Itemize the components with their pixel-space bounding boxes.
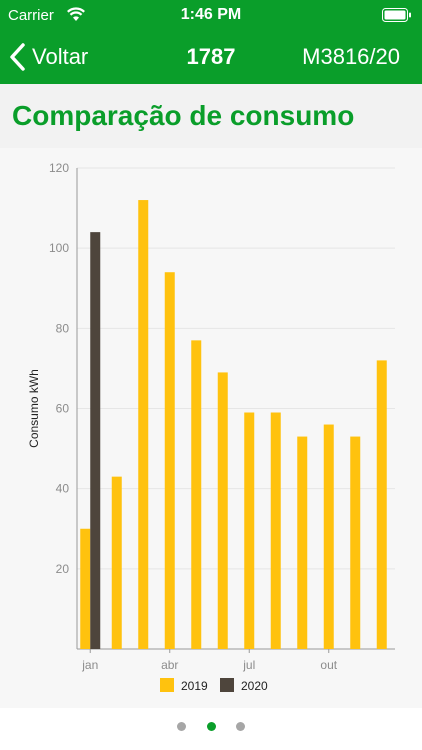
page-dot-2[interactable] [206, 722, 216, 731]
y-tick-label: 20 [56, 562, 70, 576]
bar-2019 [350, 436, 361, 649]
status-time: 1:46 PM [180, 6, 242, 23]
bar-2019 [138, 200, 149, 650]
bar-2019 [217, 372, 228, 649]
bar-2019 [164, 272, 175, 649]
legend-swatch-2020 [220, 678, 234, 692]
legend-label-2020: 2020 [241, 679, 268, 693]
title-band: Comparação de consumo [0, 84, 422, 148]
battery-icon [382, 8, 411, 22]
status-bar: Carrier 1:46 PM [0, 0, 422, 30]
y-tick-label: 100 [49, 241, 69, 255]
bar-2019 [323, 424, 334, 649]
back-button[interactable]: Voltar [8, 39, 88, 75]
bar-2019 [191, 340, 202, 649]
legend-swatch-2019 [160, 678, 174, 692]
carrier-label: Carrier [8, 7, 54, 24]
consumption-bar-chart: 20 40 60 80 100 120 Consumo kWh jan abr jul out 201… [27, 161, 395, 693]
bar-2019 [376, 360, 387, 649]
legend-label-2019: 2019 [181, 679, 208, 693]
y-tick-label: 60 [56, 402, 70, 416]
bar-2019 [270, 412, 281, 649]
chevron-left-icon [10, 43, 25, 71]
bar-2019 [244, 412, 255, 649]
bar-2020 [90, 232, 101, 649]
wifi-icon [67, 7, 85, 21]
nav-right-label: M3816/20 [302, 44, 400, 69]
bar-2019 [111, 476, 122, 649]
page-title: Comparação de consumo [12, 100, 355, 131]
back-label: Voltar [32, 44, 89, 69]
nav-title: 1787 [186, 44, 236, 69]
x-tick-label: abr [161, 658, 178, 672]
page-dot-1[interactable] [177, 722, 187, 731]
y-axis-label: Consumo kWh [27, 369, 41, 448]
y-tick-label: 120 [49, 161, 69, 175]
x-tick-label: out [320, 658, 337, 672]
y-tick-label: 80 [56, 321, 70, 335]
x-tick-label: jan [81, 658, 98, 672]
x-tick-label: jul [242, 658, 255, 672]
y-tick-label: 40 [56, 482, 70, 496]
bar-2019 [80, 528, 91, 649]
page-control[interactable] [0, 718, 422, 732]
navigation-bar: Voltar 1787 M3816/20 [0, 30, 422, 84]
page-dot-3[interactable] [235, 722, 245, 731]
bar-2019 [297, 436, 308, 649]
